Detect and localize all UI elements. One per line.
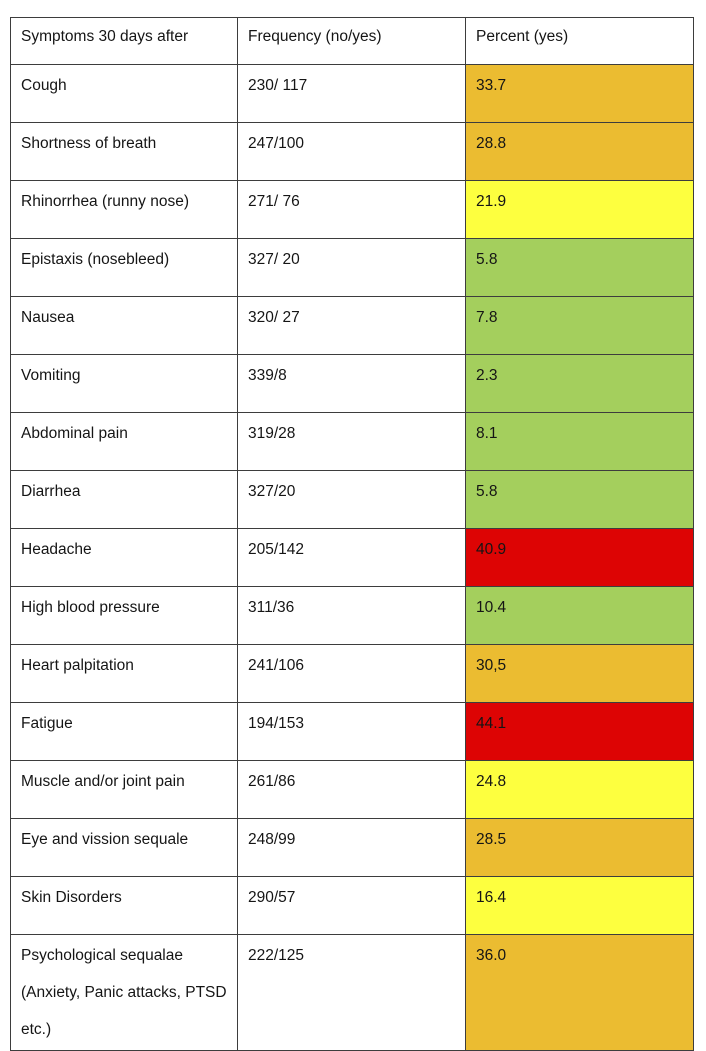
percent-cell: 44.1	[465, 702, 694, 761]
symptoms-table: Symptoms 30 days after Frequency (no/yes…	[10, 17, 694, 1051]
frequency-cell: 205/142	[237, 528, 466, 587]
symptom-cell: Vomiting	[10, 354, 238, 413]
frequency-cell: 327/20	[237, 470, 466, 529]
percent-cell: 16.4	[465, 876, 694, 935]
table-row: Cough 230/ 117 33.7	[10, 64, 694, 123]
table-row: Muscle and/or joint pain 261/86 24.8	[10, 760, 694, 819]
percent-cell: 40.9	[465, 528, 694, 587]
symptom-cell: Diarrhea	[10, 470, 238, 529]
symptom-cell: High blood pressure	[10, 586, 238, 645]
percent-cell: 7.8	[465, 296, 694, 355]
frequency-cell: 290/57	[237, 876, 466, 935]
percent-cell: 8.1	[465, 412, 694, 471]
percent-cell: 28.5	[465, 818, 694, 877]
symptom-cell: Rhinorrhea (runny nose)	[10, 180, 238, 239]
percent-cell: 24.8	[465, 760, 694, 819]
percent-cell: 30,5	[465, 644, 694, 703]
symptom-cell: Eye and vission sequale	[10, 818, 238, 877]
table-row: Nausea 320/ 27 7.8	[10, 296, 694, 355]
table-row: Headache 205/142 40.9	[10, 528, 694, 587]
table-row: Shortness of breath 247/100 28.8	[10, 122, 694, 181]
frequency-cell: 261/86	[237, 760, 466, 819]
frequency-cell: 311/36	[237, 586, 466, 645]
symptom-cell: Fatigue	[10, 702, 238, 761]
symptom-cell: Epistaxis (nosebleed)	[10, 238, 238, 297]
header-frequency: Frequency (no/yes)	[237, 17, 466, 65]
symptom-cell: Shortness of breath	[10, 122, 238, 181]
frequency-cell: 327/ 20	[237, 238, 466, 297]
table-row: Fatigue 194/153 44.1	[10, 702, 694, 761]
table-row: Vomiting 339/8 2.3	[10, 354, 694, 413]
percent-cell: 28.8	[465, 122, 694, 181]
table-row: Diarrhea 327/20 5.8	[10, 470, 694, 529]
symptom-cell: Skin Disorders	[10, 876, 238, 935]
percent-cell: 33.7	[465, 64, 694, 123]
frequency-cell: 194/153	[237, 702, 466, 761]
frequency-cell: 319/28	[237, 412, 466, 471]
table-row: Epistaxis (nosebleed) 327/ 20 5.8	[10, 238, 694, 297]
table-row: Heart palpitation 241/106 30,5	[10, 644, 694, 703]
percent-cell: 36.0	[465, 934, 694, 1051]
frequency-cell: 248/99	[237, 818, 466, 877]
symptom-cell: Headache	[10, 528, 238, 587]
symptom-cell: Nausea	[10, 296, 238, 355]
header-symptoms: Symptoms 30 days after	[10, 17, 238, 65]
table-row: Psychological sequalae (Anxiety, Panic a…	[10, 934, 694, 1051]
header-percent: Percent (yes)	[465, 17, 694, 65]
frequency-cell: 339/8	[237, 354, 466, 413]
frequency-cell: 222/125	[237, 934, 466, 1051]
table-row: Rhinorrhea (runny nose) 271/ 76 21.9	[10, 180, 694, 239]
symptom-cell: Heart palpitation	[10, 644, 238, 703]
percent-cell: 2.3	[465, 354, 694, 413]
table-row: Abdominal pain 319/28 8.1	[10, 412, 694, 471]
symptom-cell: Muscle and/or joint pain	[10, 760, 238, 819]
header-row: Symptoms 30 days after Frequency (no/yes…	[10, 17, 694, 65]
percent-cell: 10.4	[465, 586, 694, 645]
table-row: Eye and vission sequale 248/99 28.5	[10, 818, 694, 877]
table-header: Symptoms 30 days after Frequency (no/yes…	[10, 17, 694, 65]
table-row: High blood pressure 311/36 10.4	[10, 586, 694, 645]
table-row: Skin Disorders 290/57 16.4	[10, 876, 694, 935]
frequency-cell: 271/ 76	[237, 180, 466, 239]
symptom-cell: Abdominal pain	[10, 412, 238, 471]
frequency-cell: 241/106	[237, 644, 466, 703]
symptom-cell: Psychological sequalae (Anxiety, Panic a…	[10, 934, 238, 1051]
frequency-cell: 320/ 27	[237, 296, 466, 355]
percent-cell: 5.8	[465, 238, 694, 297]
frequency-cell: 230/ 117	[237, 64, 466, 123]
percent-cell: 5.8	[465, 470, 694, 529]
percent-cell: 21.9	[465, 180, 694, 239]
frequency-cell: 247/100	[237, 122, 466, 181]
symptom-cell: Cough	[10, 64, 238, 123]
table-body: Cough 230/ 117 33.7 Shortness of breath 247/…	[10, 64, 694, 1051]
